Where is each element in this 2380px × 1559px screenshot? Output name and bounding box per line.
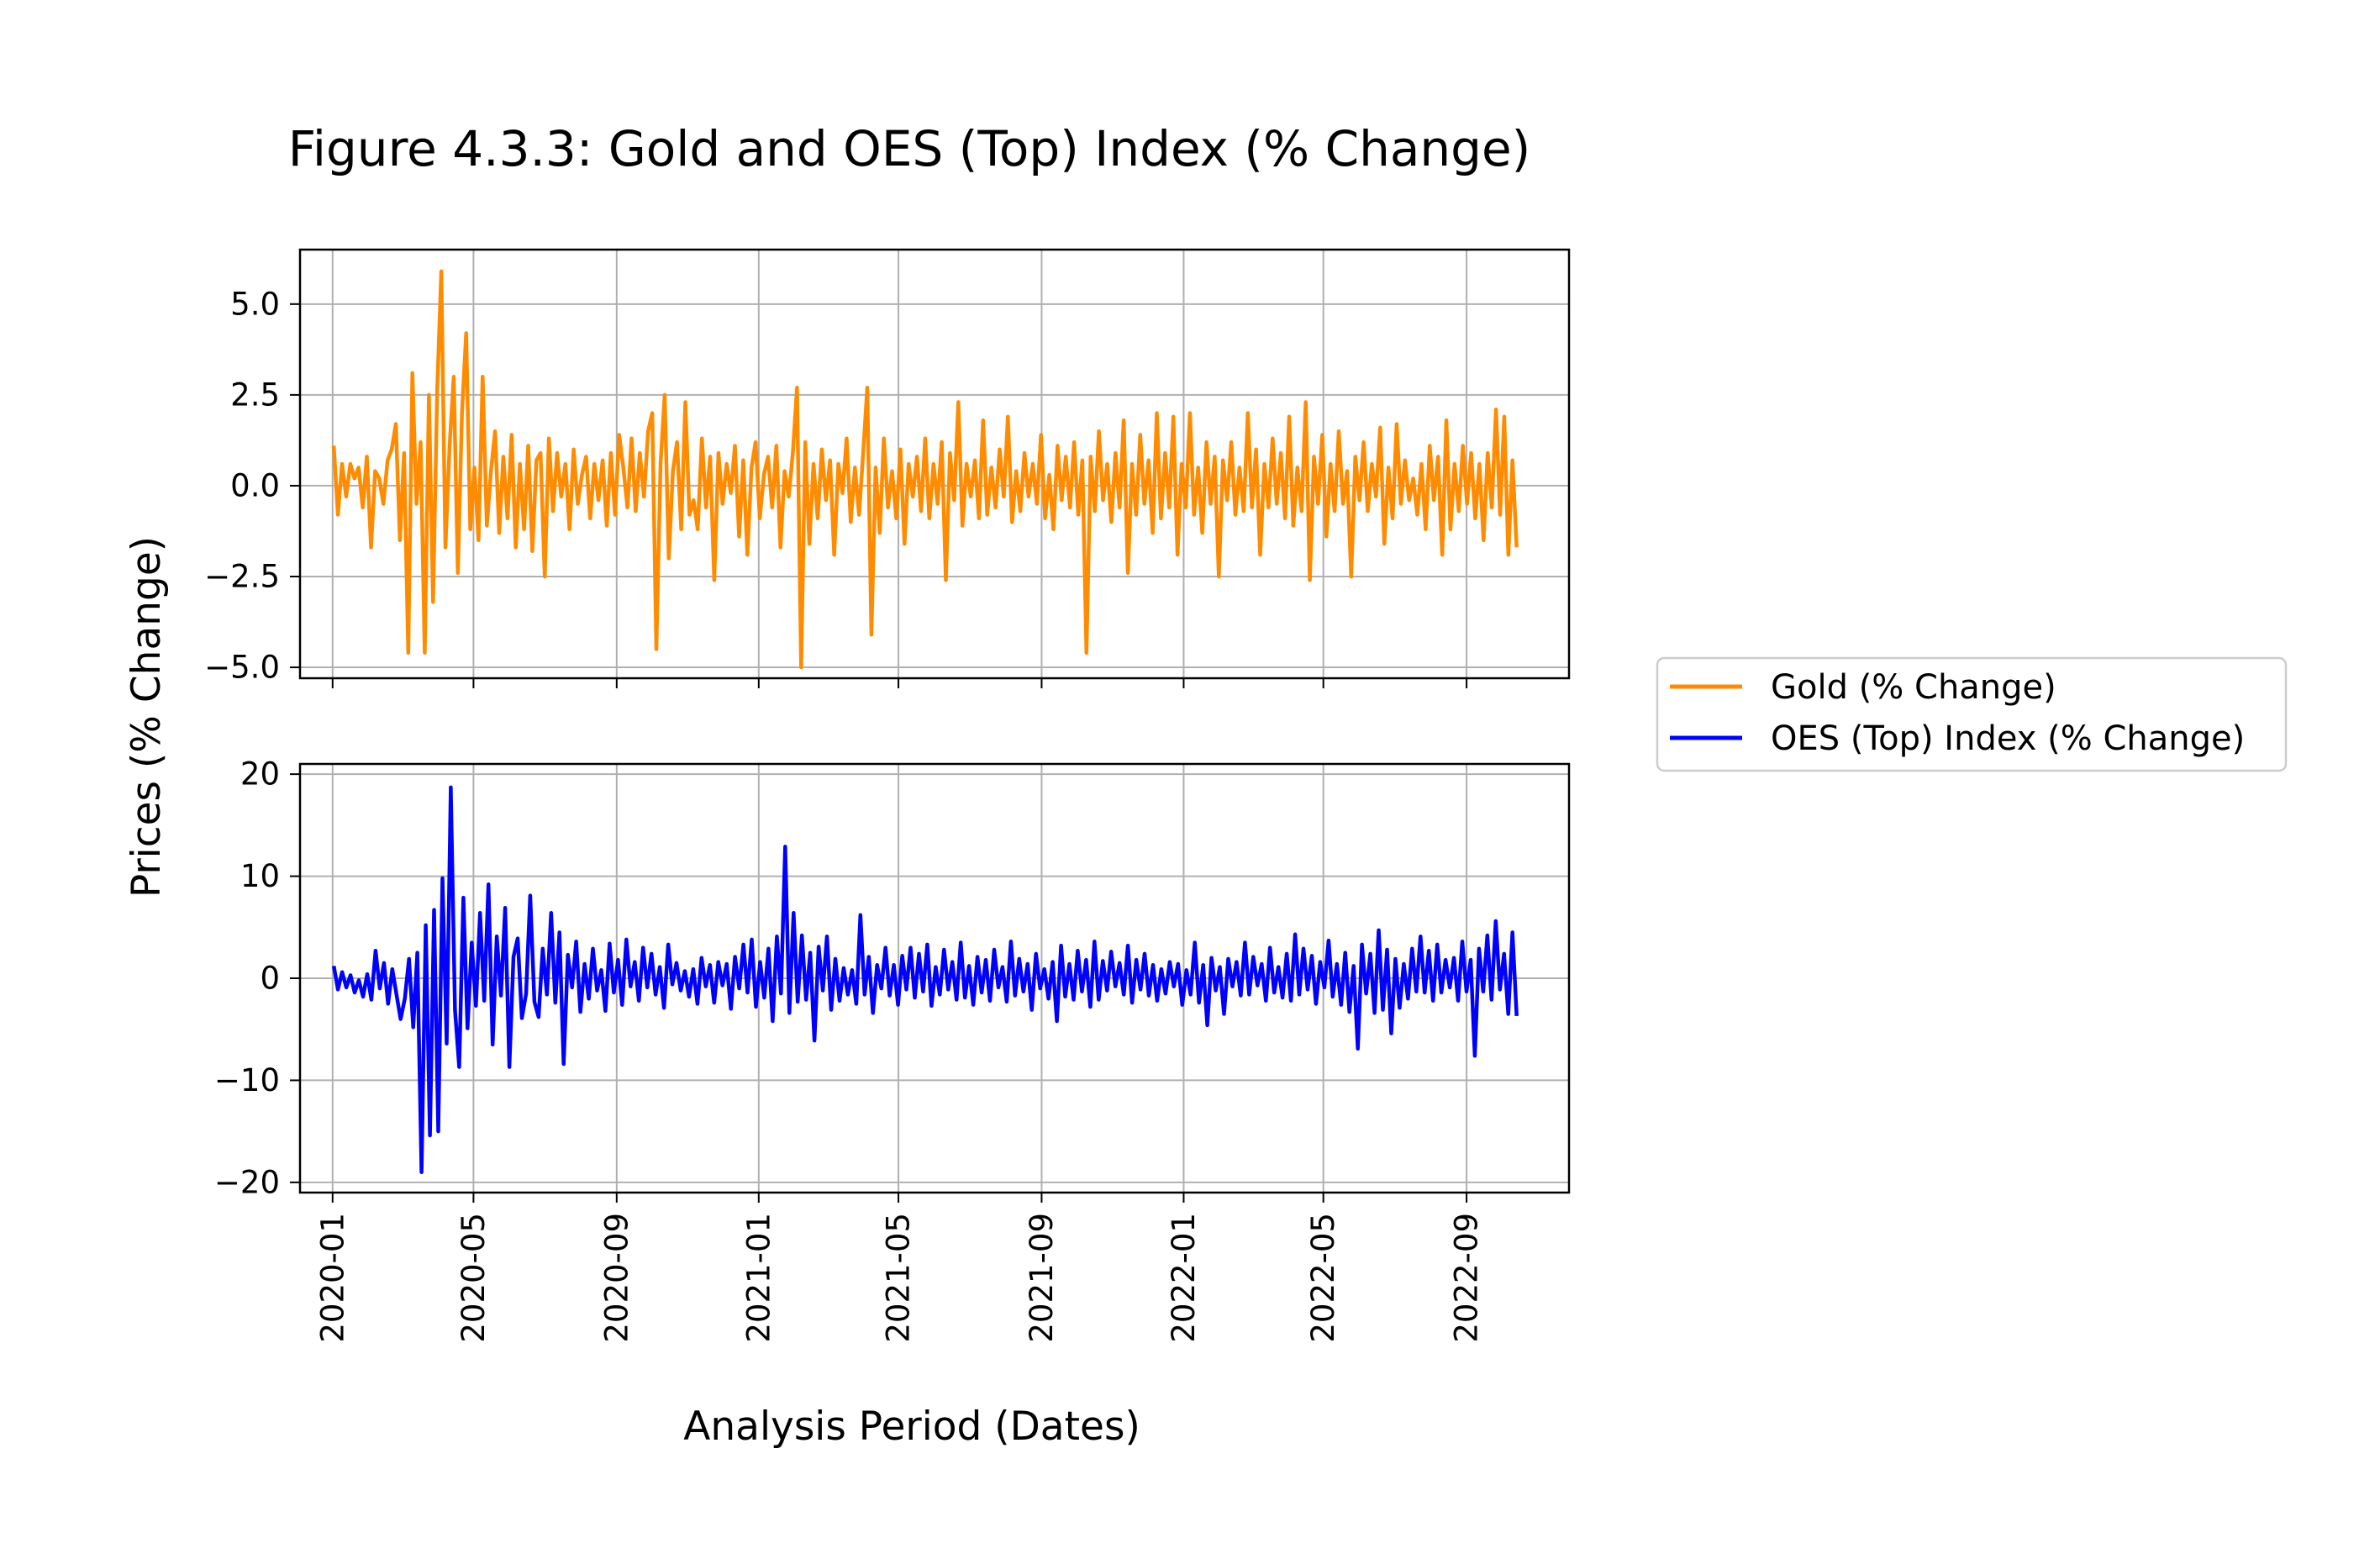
legend: Gold (% Change) OES (Top) Index (% Chang…	[1656, 656, 2288, 772]
oes-panel-ticks: 2020-01 2020-05 2020-09 2021-01 2021-05 2021-…	[214, 756, 1485, 1343]
y-tick-label: 2.5	[230, 377, 280, 413]
gold-panel-frame	[298, 248, 1571, 680]
y-tick-label: −10	[214, 1062, 280, 1098]
x-tick-label: 2020-01	[314, 1213, 350, 1343]
gold-panel-ticks: −5.0 −2.5 0.0 2.5 5.0	[204, 286, 1468, 688]
y-tick-label: −20	[214, 1164, 280, 1200]
y-axis-title: Prices (% Change)	[124, 536, 170, 898]
oes-panel: 2020-01 2020-05 2020-09 2021-01 2021-05 2021-…	[214, 756, 1571, 1343]
x-tick-label: 2020-05	[455, 1213, 492, 1343]
y-tick-label: −2.5	[204, 558, 280, 594]
legend-frame	[1656, 656, 2288, 772]
y-tick-label: 10	[240, 858, 280, 894]
x-axis-title: Analysis Period (Dates)	[683, 1404, 1140, 1450]
x-tick-label: 2022-09	[1449, 1213, 1485, 1343]
chart-title: Figure 4.3.3: Gold and OES (Top) Index (…	[288, 120, 1531, 177]
x-tick-label: 2021-05	[881, 1213, 917, 1343]
y-tick-label: 0	[260, 961, 280, 997]
x-tick-label: 2022-05	[1305, 1213, 1341, 1343]
y-tick-label: 20	[240, 756, 280, 793]
y-tick-label: 0.0	[230, 467, 280, 503]
gold-series	[331, 269, 1519, 670]
gold-series-line	[331, 269, 1519, 670]
oes-panel-frame	[298, 762, 1571, 1194]
x-tick-label: 2022-01	[1166, 1213, 1202, 1343]
x-tick-label: 2021-01	[740, 1213, 777, 1343]
gold-panel: −5.0 −2.5 0.0 2.5 5.0	[204, 248, 1571, 688]
oes-series-line	[331, 785, 1519, 1174]
y-tick-label: −5.0	[204, 650, 280, 686]
legend-label-gold: Gold (% Change)	[1771, 668, 2056, 707]
y-tick-label: 5.0	[230, 286, 280, 322]
legend-label-oes: OES (Top) Index (% Change)	[1771, 719, 2245, 758]
oes-series	[331, 785, 1519, 1174]
x-tick-label: 2020-09	[598, 1213, 634, 1343]
x-tick-label: 2021-09	[1024, 1213, 1060, 1343]
